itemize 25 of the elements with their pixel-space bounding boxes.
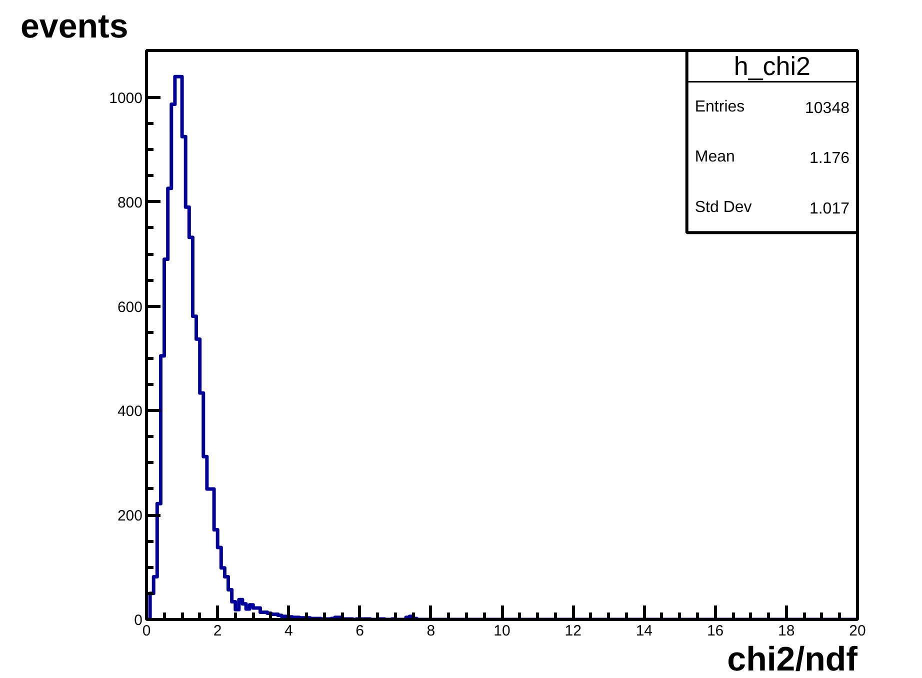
x-tick-label: 2 xyxy=(213,622,222,640)
x-tick-label: 18 xyxy=(778,622,795,640)
annotation: Std Dev xyxy=(694,198,752,216)
y-axis-title: events xyxy=(20,8,128,46)
y-tick-label: 400 xyxy=(117,403,143,420)
x-tick-label: 6 xyxy=(356,622,364,640)
annotation: 1.017 xyxy=(809,200,850,218)
x-tick-label: 8 xyxy=(426,622,436,640)
x-axis-title: chi2/ndf xyxy=(727,640,858,678)
x-tick-label: 4 xyxy=(284,622,293,640)
x-tick-label: 10 xyxy=(494,622,510,640)
x-tick-label: 14 xyxy=(636,622,653,640)
y-tick-label: 0 xyxy=(134,612,142,629)
annotation: 10348 xyxy=(805,100,850,117)
y-tick-label: 1000 xyxy=(109,90,143,107)
x-tick-label: 20 xyxy=(849,622,866,640)
annotation: 1.176 xyxy=(809,150,850,168)
annotation: Entries xyxy=(694,98,745,116)
y-tick-label: 600 xyxy=(117,298,143,316)
y-tick-label: 800 xyxy=(117,194,143,212)
x-tick-label: 16 xyxy=(706,622,724,640)
y-tick-label: 200 xyxy=(117,508,143,525)
x-tick-label: 12 xyxy=(564,622,582,640)
annotation: h_chi2 xyxy=(734,51,810,82)
annotation: Mean xyxy=(694,148,735,166)
